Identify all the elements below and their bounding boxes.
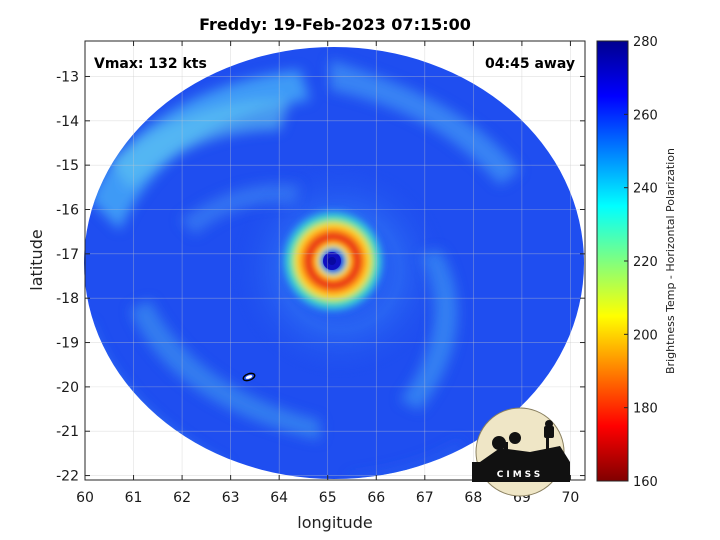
colorbar-tick-label: 260 xyxy=(633,108,658,123)
colorbar-gradient xyxy=(596,40,629,482)
y-tick-label: -17 xyxy=(56,247,79,263)
logo-text: CIMSS xyxy=(497,470,543,480)
colorbar-tick-label: 200 xyxy=(633,328,658,343)
colorbar-tick-label: 180 xyxy=(633,402,658,417)
map-gridlines xyxy=(85,41,585,480)
y-tick-label: -18 xyxy=(56,291,79,307)
colorbar-ticks: 280 260 240 220 200 180 160 xyxy=(624,35,658,490)
y-axis-ticks: -13 -14 -15 -16 -17 -18 -19 -20 -21 -22 xyxy=(56,69,585,485)
y-tick-label: -21 xyxy=(56,424,79,440)
y-tick-label: -16 xyxy=(56,203,79,219)
island-outline xyxy=(242,372,256,382)
y-axis-label: latitude xyxy=(27,229,46,290)
y-tick-label: -22 xyxy=(56,469,79,485)
x-tick-label: 70 xyxy=(562,490,580,506)
time-away-label: 04:45 away xyxy=(485,56,575,72)
vmax-label: Vmax: 132 kts xyxy=(94,56,207,72)
colorbar: 280 260 240 220 200 180 160 Brightness Temp - … xyxy=(596,35,677,490)
y-tick-label: -15 xyxy=(56,158,79,174)
cimss-logo: CIMSS xyxy=(472,407,570,497)
x-axis-label: longitude xyxy=(297,513,372,532)
colorbar-tick-label: 240 xyxy=(633,182,658,197)
x-tick-label: 65 xyxy=(319,490,337,506)
colorbar-tick-label: 220 xyxy=(633,255,658,270)
x-tick-label: 67 xyxy=(416,490,434,506)
x-tick-label: 62 xyxy=(173,490,191,506)
colorbar-tick-label: 280 xyxy=(633,35,658,50)
colorbar-label: Brightness Temp - Horizontal Polarizatio… xyxy=(664,148,677,374)
colorbar-tick-label: 160 xyxy=(633,475,658,490)
x-tick-label: 61 xyxy=(125,490,143,506)
y-tick-label: -19 xyxy=(56,336,79,352)
y-tick-label: -14 xyxy=(56,114,79,130)
x-tick-label: 60 xyxy=(76,490,94,506)
map-title: Freddy: 19-Feb-2023 07:15:00 xyxy=(199,15,471,34)
x-tick-label: 63 xyxy=(222,490,240,506)
x-tick-label: 66 xyxy=(367,490,385,506)
x-tick-label: 64 xyxy=(270,490,288,506)
x-tick-label: 68 xyxy=(464,490,482,506)
map-axes-frame xyxy=(84,40,586,481)
microwave-swath xyxy=(84,47,584,479)
y-tick-label: -13 xyxy=(56,69,79,85)
y-tick-label: -20 xyxy=(56,380,79,396)
